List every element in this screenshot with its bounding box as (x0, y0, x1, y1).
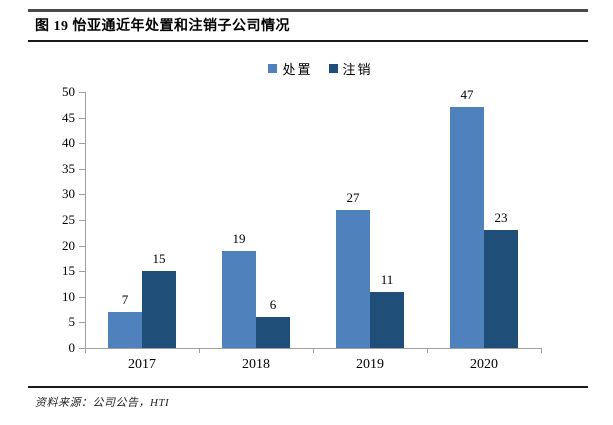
bar (256, 317, 290, 348)
bar-value-label: 15 (152, 251, 166, 267)
x-tick-label: 2017 (128, 357, 156, 372)
footer-rule (28, 386, 588, 388)
y-tick-mark (79, 143, 85, 145)
x-tick-label: 2018 (242, 357, 270, 372)
y-tick-label: 10 (62, 288, 75, 304)
y-tick-label: 15 (62, 263, 75, 279)
x-tick-label: 2020 (470, 357, 498, 372)
x-tick-mark (427, 348, 428, 353)
y-tick-mark (79, 220, 85, 221)
y-tick-mark (79, 271, 85, 273)
bar (336, 209, 370, 348)
figure-title: 图 19 怡亚通近年处置和注销子公司情况 (35, 19, 290, 34)
x-tick-mark (199, 348, 200, 353)
y-tick-label: 30 (62, 186, 75, 202)
bar (108, 312, 142, 348)
y-tick-mark (79, 322, 85, 324)
chart-legend: 处置 注销 (14, 59, 613, 78)
x-tick-label: 2019 (356, 357, 384, 372)
x-tick-mark (85, 348, 86, 353)
legend-label: 处置 (282, 62, 313, 77)
bar-value-label: 27 (346, 189, 360, 205)
y-tick-mark (79, 245, 85, 247)
y-tick-label: 5 (68, 314, 76, 330)
y-tick-mark (79, 168, 85, 170)
legend-item: 注销 (328, 59, 373, 78)
bar (370, 291, 404, 348)
bar-value-label: 19 (232, 230, 246, 246)
y-tick-mark (79, 92, 85, 93)
bar-value-label: 23 (494, 210, 508, 226)
bar (450, 107, 484, 348)
title-divider-rule (28, 40, 588, 42)
source-note: 资料来源：公司公告，HTI (35, 397, 170, 409)
y-tick-label: 45 (62, 109, 75, 125)
y-tick-label: 20 (62, 237, 75, 253)
legend-swatch-icon (328, 64, 338, 73)
y-tick-mark (79, 348, 85, 349)
top-rule (28, 9, 588, 12)
bar-value-label: 6 (269, 297, 277, 313)
y-tick-label: 50 (62, 84, 75, 99)
bar-value-label: 11 (380, 271, 394, 287)
legend-swatch-icon (268, 64, 278, 73)
bar (222, 250, 256, 348)
x-tick-mark (541, 348, 542, 353)
y-tick-label: 35 (62, 160, 75, 176)
y-tick-label: 40 (62, 135, 75, 151)
bar-value-label: 47 (460, 87, 474, 103)
y-tick-mark (79, 296, 85, 298)
x-tick-mark (313, 348, 314, 353)
y-tick-label: 0 (68, 340, 76, 355)
y-tick-mark (79, 117, 85, 119)
legend-item: 处置 (268, 59, 312, 78)
bar (484, 230, 518, 348)
legend-label: 注销 (342, 62, 373, 77)
y-axis (85, 92, 86, 348)
y-tick-mark (79, 194, 85, 196)
bar-value-label: 7 (121, 292, 129, 308)
y-tick-label: 25 (62, 212, 75, 227)
bar (142, 271, 176, 348)
